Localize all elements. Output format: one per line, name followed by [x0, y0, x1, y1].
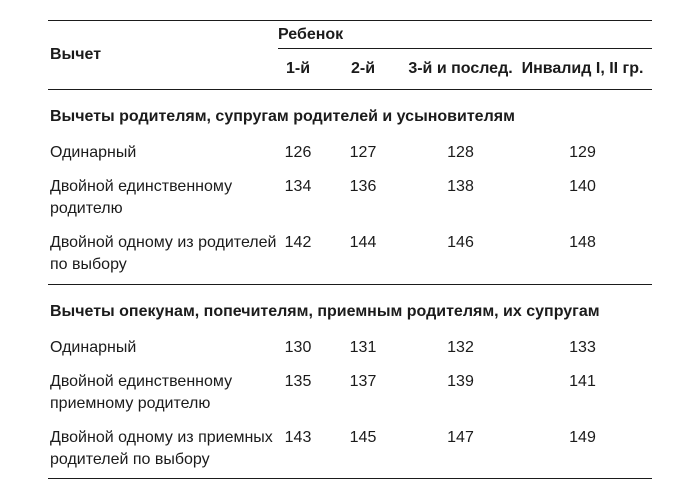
section-title: Вычеты родителям, супругам родителей и у…: [50, 108, 515, 125]
cell-value: 131: [349, 339, 377, 356]
column-header-second-child: 2-й: [350, 60, 376, 77]
table-header: Вычет Ребенок 1-й 2-й 3-й и послед. Инва…: [48, 21, 652, 90]
row-label: Двойной единственному родителю: [50, 178, 233, 217]
cell-value: 129: [569, 144, 596, 161]
cell-value: 138: [447, 178, 474, 195]
table-row: Двойной единственному родителю 134 136 1…: [48, 176, 652, 220]
cell-value: 145: [349, 429, 377, 446]
table-row: Двойной одному из приемных родителей по …: [48, 427, 652, 471]
cell-value: 135: [284, 373, 312, 390]
cell-value: 127: [349, 144, 377, 161]
deduction-codes-table: Вычет Ребенок 1-й 2-й 3-й и послед. Инва…: [48, 20, 652, 479]
section-title: Вычеты опекунам, попечителям, приемным р…: [50, 303, 600, 320]
column-header-first-child: 1-й: [285, 60, 311, 77]
deduction-column-header: Вычет: [50, 46, 102, 63]
column-header-disabled-child: Инвалид I, II гр.: [521, 60, 644, 77]
row-label: Двойной одному из родителей по выбору: [50, 234, 277, 273]
table-row: Одинарный 130 131 132 133: [48, 337, 652, 359]
cell-value: 144: [349, 234, 377, 251]
cell-value: 140: [569, 178, 596, 195]
section-parents-spouses-adopters: Вычеты родителям, супругам родителей и у…: [48, 106, 652, 285]
cell-value: 141: [569, 373, 596, 390]
child-group-header: Ребенок: [278, 21, 652, 49]
cell-value: 137: [349, 373, 377, 390]
row-label: Двойной одному из приемных родителей по …: [50, 429, 273, 468]
table-row: Двойной одному из родителей по выбору 14…: [48, 232, 652, 276]
cell-value: 132: [447, 339, 474, 356]
cell-value: 143: [284, 429, 312, 446]
cell-value: 147: [447, 429, 474, 446]
cell-value: 136: [349, 178, 377, 195]
section-guardians-foster-parents: Вычеты опекунам, попечителям, приемным р…: [48, 301, 652, 478]
cell-value: 139: [447, 373, 474, 390]
column-header-third-and-next: 3-й и послед.: [408, 60, 513, 77]
cell-value: 133: [569, 339, 596, 356]
table-row: Одинарный 126 127 128 129: [48, 142, 652, 164]
cell-value: 142: [284, 234, 312, 251]
cell-value: 148: [569, 234, 596, 251]
cell-value: 146: [447, 234, 474, 251]
cell-value: 128: [447, 144, 474, 161]
table-row: Двойной единственному приемному родителю…: [48, 371, 652, 415]
cell-value: 149: [569, 429, 596, 446]
cell-value: 130: [284, 339, 312, 356]
row-label: Одинарный: [50, 144, 137, 161]
row-label: Двойной единственному приемному родителю: [50, 373, 233, 412]
cell-value: 134: [284, 178, 312, 195]
cell-value: 126: [284, 144, 312, 161]
row-label: Одинарный: [50, 339, 137, 356]
